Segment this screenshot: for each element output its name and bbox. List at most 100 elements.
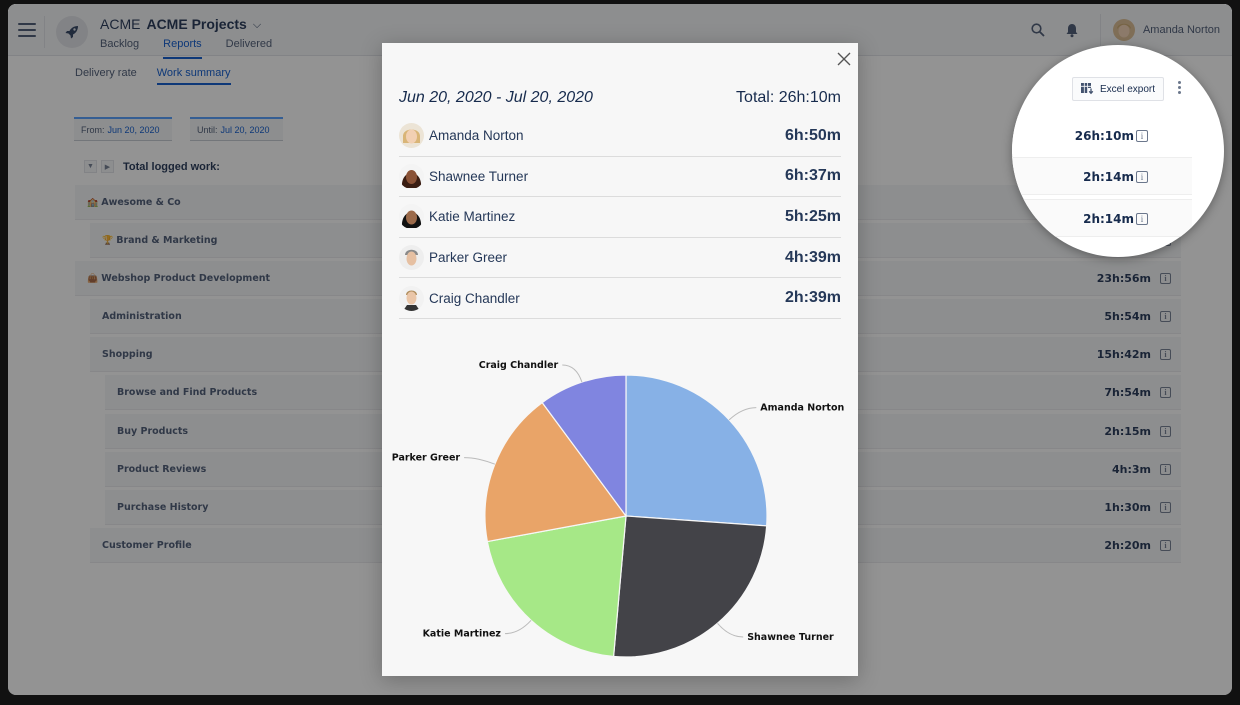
info-icon[interactable]: i <box>1160 310 1171 322</box>
info-icon[interactable]: i <box>1160 386 1171 398</box>
avatar <box>399 245 424 271</box>
person-name: Shawnee Turner <box>429 168 529 184</box>
bell-icon[interactable] <box>1060 18 1084 42</box>
pie-labels: Amanda Norton Shawnee Turner Katie Martine… <box>392 360 845 643</box>
row-label: Webshop Product Development <box>101 272 271 284</box>
project-switcher[interactable]: ACME ACME Projects ⌵ <box>100 16 261 32</box>
info-icon[interactable]: i <box>1160 348 1171 360</box>
row-value: 2h:15m <box>1104 424 1151 438</box>
pie-slice[interactable] <box>486 515 627 658</box>
divider <box>1099 14 1101 46</box>
person-time: 2h:39m <box>784 289 841 307</box>
info-icon[interactable]: i <box>1160 272 1171 284</box>
tab-delivery-rate[interactable]: Delivery rate <box>75 67 137 79</box>
info-icon[interactable]: i <box>1136 213 1148 225</box>
pie-slice[interactable] <box>612 515 768 658</box>
people-list: Amanda Norton 6h:50m Shawnee Turner 6h:3… <box>399 116 841 319</box>
time-distribution-pie-chart: Amanda Norton Shawnee Turner Katie Martine… <box>392 360 845 658</box>
table-row[interactable]: 2h:14m i <box>1012 157 1192 195</box>
project-name: ACME Projects <box>146 16 247 32</box>
row-value: 4h:3m <box>1112 462 1151 476</box>
report-tabs: Delivery rate Work summary <box>75 67 231 85</box>
tab-work-summary[interactable]: Work summary <box>156 67 231 85</box>
total-value: 26h:10m <box>1074 129 1134 143</box>
person-name: Craig Chandler <box>429 290 520 306</box>
pie-slices <box>484 374 768 658</box>
row-value: 15h:42m <box>1096 347 1151 361</box>
row-value: 23h:56m <box>1096 271 1151 285</box>
list-item: Parker Greer 4h:39m <box>399 238 841 279</box>
info-icon[interactable]: i <box>1160 425 1171 437</box>
info-icon[interactable]: i <box>1136 171 1148 183</box>
avatar <box>399 204 424 230</box>
row-value: 1h:30m <box>1104 500 1151 514</box>
magnifier-callout: Excel export 26h:10m i 2h:14m i 2h:14m i <box>1012 45 1224 257</box>
row-label: Browse and Find Products <box>117 386 258 398</box>
list-item: Katie Martinez 5h:25m <box>399 197 841 238</box>
search-icon[interactable] <box>1026 18 1050 42</box>
modal-total: Total: 26h:10m <box>736 89 841 106</box>
info-icon[interactable]: i <box>1160 539 1171 551</box>
excel-export-button[interactable]: Excel export <box>1072 77 1165 101</box>
expand-all-button[interactable]: ▶ <box>101 160 114 173</box>
excel-export-label: Excel export <box>1100 83 1156 95</box>
until-date-picker[interactable]: Until: Jul 20, 2020 <box>190 117 283 141</box>
list-item: Amanda Norton 6h:50m <box>399 116 841 157</box>
shopping-bag-icon: 👜 <box>87 273 99 284</box>
pie-label: Craig Chandler <box>479 360 559 371</box>
project-nav: Backlog Reports Delivered <box>100 38 273 59</box>
nav-reports[interactable]: Reports <box>163 38 202 59</box>
info-icon[interactable]: i <box>1160 501 1171 513</box>
from-label: From: <box>81 124 105 135</box>
hamburger-menu-icon[interactable] <box>18 23 36 37</box>
pie-label: Katie Martinez <box>423 629 502 640</box>
row-value: 5h:54m <box>1104 309 1151 323</box>
person-time: 4h:39m <box>784 248 841 266</box>
row-value: 2h:20m <box>1104 538 1151 552</box>
person-time: 6h:37m <box>784 167 841 185</box>
pie-slice[interactable] <box>541 374 627 518</box>
row-label: Purchase History <box>117 501 209 513</box>
avatar <box>399 163 424 189</box>
info-icon[interactable]: i <box>1136 130 1148 142</box>
app-window: ACME ACME Projects ⌵ Backlog Reports Deliv… <box>8 4 1232 695</box>
rocket-icon[interactable] <box>56 16 88 48</box>
list-item: Shawnee Turner 6h:37m <box>399 157 841 198</box>
person-name: Amanda Norton <box>429 128 524 144</box>
person-time: 5h:25m <box>784 207 841 225</box>
nav-backlog[interactable]: Backlog <box>100 38 140 50</box>
divider <box>44 16 45 48</box>
info-icon[interactable]: i <box>1160 463 1171 475</box>
row-label: Brand & Marketing <box>116 234 218 246</box>
chevron-down-icon: ⌵ <box>252 19 262 31</box>
pie-slice[interactable] <box>625 374 768 527</box>
avatar <box>399 285 424 311</box>
avatar <box>399 123 424 149</box>
work-breakdown-modal: Jun 20, 2020 - Jul 20, 2020 Total: 26h:1… <box>382 43 858 676</box>
from-date-picker[interactable]: From: Jun 20, 2020 <box>74 117 172 141</box>
user-name[interactable]: Amanda Norton <box>1142 24 1220 36</box>
row-label: Administration <box>102 310 182 322</box>
person-time: 6h:50m <box>784 126 841 144</box>
row-label: Awesome & Co <box>101 196 181 208</box>
pie-label-connectors <box>464 364 757 638</box>
row-value: 2h:14m <box>1083 212 1134 226</box>
user-avatar[interactable] <box>1112 19 1135 41</box>
row-value: 2h:14m <box>1083 170 1134 184</box>
until-label: Until: <box>197 124 218 135</box>
date-range: Jun 20, 2020 - Jul 20, 2020 <box>399 89 593 106</box>
from-value: Jun 20, 2020 <box>107 124 160 135</box>
person-name: Parker Greer <box>429 250 508 266</box>
collapse-all-button[interactable]: ▼ <box>84 160 97 173</box>
nav-delivered[interactable]: Delivered <box>225 38 273 50</box>
close-icon[interactable] <box>836 51 852 67</box>
more-options-icon[interactable] <box>1176 81 1182 97</box>
table-row[interactable]: 2h:14m i <box>1012 199 1192 237</box>
excel-download-icon <box>1081 83 1094 95</box>
total-row: 26h:10m i <box>1012 116 1192 154</box>
list-item: Craig Chandler 2h:39m <box>399 278 841 319</box>
person-name: Katie Martinez <box>429 209 516 225</box>
org-name: ACME <box>100 16 141 32</box>
row-value: 7h:54m <box>1104 385 1151 399</box>
row-label: Product Reviews <box>117 463 207 475</box>
